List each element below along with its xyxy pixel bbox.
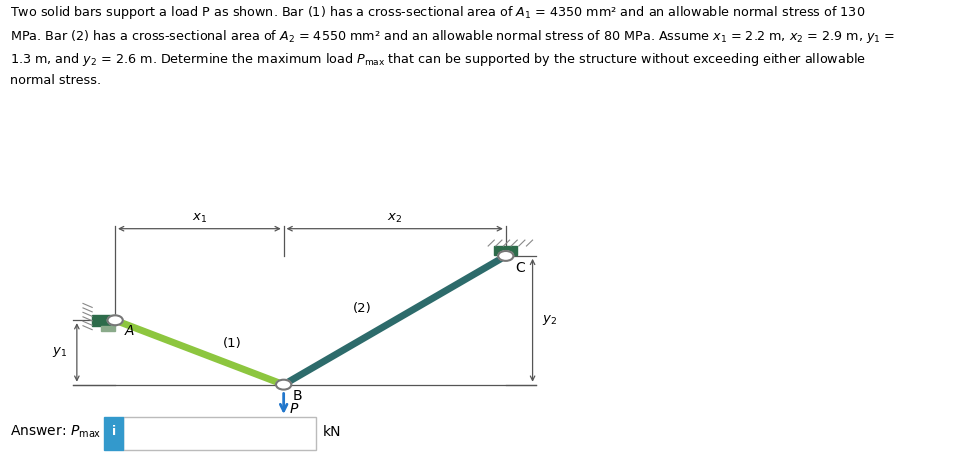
Text: Answer: $P_\mathrm{max}$ =: Answer: $P_\mathrm{max}$ = — [10, 424, 117, 440]
Bar — [93, 315, 115, 326]
Text: (1): (1) — [223, 337, 241, 350]
Bar — [123, 417, 316, 450]
Bar — [500, 252, 512, 258]
Text: kN: kN — [323, 425, 341, 439]
Circle shape — [498, 251, 514, 261]
Text: $y_2$: $y_2$ — [542, 314, 557, 327]
Text: Two solid bars support a load P as shown. Bar (1) has a cross-sectional area of : Two solid bars support a load P as shown… — [10, 4, 895, 87]
Text: P: P — [290, 403, 298, 416]
Text: B: B — [293, 388, 303, 403]
Text: (2): (2) — [353, 303, 371, 315]
Text: A: A — [124, 324, 134, 338]
Text: C: C — [515, 261, 524, 275]
Bar — [101, 326, 115, 331]
Text: $x_2$: $x_2$ — [388, 212, 402, 225]
Circle shape — [276, 380, 291, 389]
Bar — [104, 417, 123, 450]
Text: i: i — [112, 425, 116, 438]
Text: $x_1$: $x_1$ — [192, 212, 207, 225]
Circle shape — [108, 315, 122, 325]
Text: $y_1$: $y_1$ — [52, 345, 67, 360]
Bar — [495, 246, 518, 255]
